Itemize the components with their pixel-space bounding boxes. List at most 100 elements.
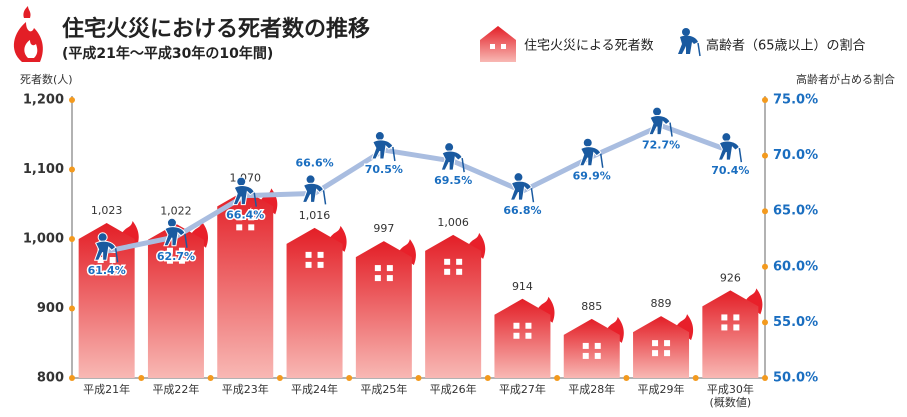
- window: [374, 275, 381, 282]
- chart-title: 住宅火災における死者数の推移: [62, 16, 370, 42]
- marker-body: [579, 146, 602, 167]
- point-label: 66.4%: [226, 209, 264, 222]
- y-tick-label: 800: [37, 371, 64, 386]
- tick-mark: [276, 375, 283, 381]
- marker: [648, 106, 673, 137]
- marker: [371, 131, 396, 162]
- legend-window: [501, 44, 506, 49]
- marker-body: [717, 140, 740, 161]
- marker: [163, 217, 188, 248]
- tick-mark: [762, 263, 768, 270]
- tick-mark: [69, 236, 75, 242]
- bar: [217, 190, 274, 378]
- window: [166, 247, 173, 254]
- window: [513, 322, 520, 329]
- window: [248, 224, 255, 231]
- window: [444, 258, 451, 265]
- marker-body: [163, 226, 186, 247]
- value-label: 914: [512, 280, 533, 293]
- y2-tick-label: 60.0%: [773, 259, 818, 274]
- marker-head: [652, 106, 663, 117]
- x-tick-label: 平成24年: [291, 382, 338, 396]
- window: [652, 340, 659, 347]
- legend-swatch: [678, 28, 701, 57]
- legend: 住宅火災による死者数 高齢者（65歳以上）の割合: [480, 26, 866, 62]
- window: [236, 214, 243, 221]
- tick-mark: [554, 375, 561, 381]
- window: [178, 257, 185, 264]
- point-label: 70.4%: [711, 164, 749, 177]
- value-label: 885: [581, 300, 602, 313]
- marker: [717, 132, 743, 163]
- window: [236, 224, 243, 231]
- window: [386, 275, 393, 282]
- tick-mark: [69, 305, 75, 312]
- window: [582, 352, 589, 359]
- bar: [563, 318, 620, 378]
- window: [248, 214, 255, 221]
- value-label: 889: [651, 297, 672, 310]
- tick-mark: [692, 375, 699, 381]
- tick-mark: [69, 166, 75, 173]
- tick-mark: [762, 319, 768, 326]
- window: [594, 352, 601, 359]
- marker-head: [444, 142, 455, 153]
- y-tick-label: 1,200: [23, 93, 64, 108]
- y-tick-label: 1,100: [23, 162, 64, 177]
- marker-head: [513, 172, 524, 183]
- marker: [440, 142, 465, 173]
- marker-cane: [253, 192, 257, 207]
- bar: [286, 227, 343, 378]
- bar: [702, 290, 759, 378]
- tick-mark: [69, 97, 75, 103]
- y2-tick-label: 65.0%: [773, 204, 818, 219]
- window: [513, 332, 520, 339]
- window: [374, 265, 381, 272]
- window: [582, 342, 589, 349]
- marker-cane: [669, 122, 673, 137]
- tick-mark: [138, 375, 145, 381]
- marker: [579, 137, 604, 168]
- window: [733, 314, 740, 321]
- x-tick-label: 平成30年(概数値): [707, 382, 754, 409]
- window: [317, 261, 324, 268]
- y2-tick-label: 55.0%: [773, 315, 818, 330]
- point-label: 69.9%: [573, 170, 611, 183]
- marker: [232, 176, 257, 207]
- window: [456, 258, 463, 265]
- legend-swatch: [480, 26, 516, 62]
- x-tick-label: 平成27年: [499, 382, 546, 396]
- tick-mark: [346, 375, 353, 381]
- tick-mark: [762, 152, 768, 159]
- chart-subtitle: (平成21年〜平成30年の10年間): [62, 45, 273, 62]
- bar: [494, 298, 551, 378]
- legend-label: 高齢者（65歳以上）の割合: [706, 38, 866, 54]
- window: [166, 257, 173, 264]
- window: [525, 322, 532, 329]
- marker-cane: [461, 158, 465, 173]
- y-tick-label: 1,000: [23, 232, 64, 247]
- window: [594, 342, 601, 349]
- window: [525, 332, 532, 339]
- window: [721, 314, 728, 321]
- x-tick-label: 平成29年: [638, 382, 685, 396]
- tick-mark: [415, 375, 422, 381]
- tick-mark: [69, 375, 75, 381]
- tick-mark: [484, 375, 491, 381]
- marker-cane: [530, 188, 535, 203]
- marker-cane: [114, 248, 119, 263]
- window: [305, 261, 312, 268]
- tick-mark: [762, 208, 768, 215]
- marker-body: [440, 150, 463, 171]
- marker-body: [93, 240, 117, 261]
- window: [317, 251, 324, 258]
- marker-head: [97, 232, 108, 243]
- bar: [78, 223, 135, 378]
- y2-axis-label: 高齢者が占める割合: [796, 72, 895, 86]
- point-label: 66.6%: [295, 156, 333, 169]
- marker-cane: [738, 148, 743, 163]
- legend-label: 住宅火災による死者数: [524, 39, 654, 54]
- marker: [93, 232, 119, 263]
- window: [664, 340, 671, 347]
